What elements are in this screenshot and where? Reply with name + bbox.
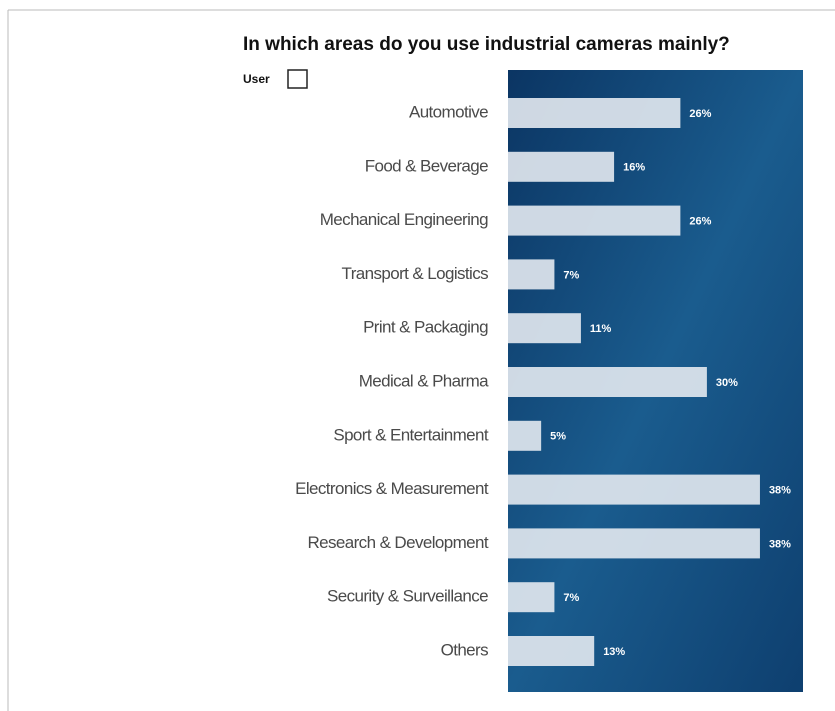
value-label: 7% (563, 269, 579, 281)
bar (508, 528, 760, 559)
bar (508, 151, 615, 182)
value-label: 5% (550, 431, 566, 443)
value-label: 11% (590, 323, 612, 335)
category-label: Food & Beverage (365, 156, 488, 175)
bar (508, 259, 555, 290)
bar (508, 474, 760, 505)
bar (508, 420, 542, 451)
chart-title: In which areas do you use industrial cam… (243, 34, 730, 55)
category-label: Research & Development (307, 533, 488, 552)
value-label: 13% (603, 646, 625, 658)
bar (508, 636, 595, 666)
category-label: Others (441, 640, 489, 659)
category-label: Medical & Pharma (359, 371, 489, 390)
legend-swatch (287, 69, 308, 89)
category-label: Mechanical Engineering (320, 210, 488, 229)
bar (508, 205, 681, 236)
value-label: 26% (689, 216, 711, 228)
bar (508, 367, 707, 397)
value-label: 16% (623, 162, 645, 174)
value-label: 30% (716, 377, 738, 389)
legend-label: User (243, 72, 270, 86)
bar (508, 98, 681, 128)
value-label: 38% (769, 485, 791, 497)
category-label: Security & Surveillance (327, 587, 488, 606)
value-label: 7% (563, 592, 579, 604)
bar (508, 313, 581, 344)
value-label: 38% (769, 538, 791, 550)
category-label: Electronics & Measurement (295, 479, 489, 498)
bar (508, 582, 555, 613)
category-label: Transport & Logistics (342, 264, 489, 283)
category-label: Automotive (409, 102, 488, 121)
category-label: Print & Packaging (363, 318, 488, 337)
category-label: Sport & Entertainment (333, 425, 489, 444)
value-label: 26% (689, 108, 711, 120)
